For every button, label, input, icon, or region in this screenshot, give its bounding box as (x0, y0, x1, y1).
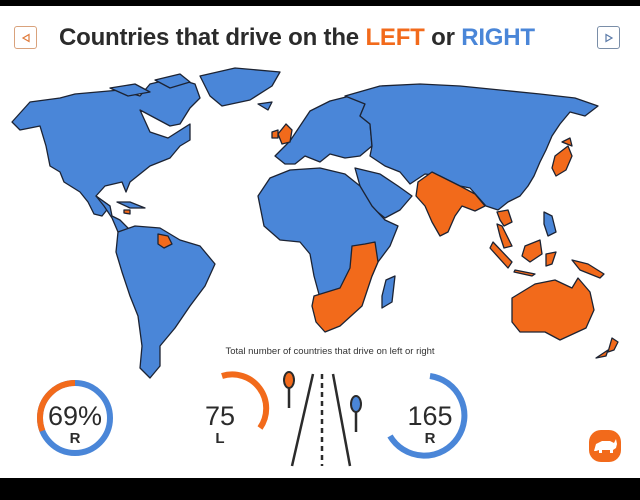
java (513, 269, 536, 277)
title-left-word: LEFT (365, 24, 425, 51)
south-asia (415, 171, 486, 237)
next-button[interactable] (597, 26, 620, 49)
road-icon (283, 371, 362, 467)
asia (344, 83, 599, 211)
title-right-word: RIGHT (461, 24, 535, 51)
right-tree-icon (350, 395, 362, 432)
madagascar (381, 275, 396, 309)
title-mid: or (424, 24, 462, 51)
greenland (199, 67, 281, 107)
sulawesi (545, 251, 557, 267)
borneo (521, 239, 543, 263)
left-count-label: L (215, 430, 225, 447)
rhino-logo-icon[interactable] (588, 429, 622, 463)
percent-stat: 69% R (35, 403, 115, 448)
left-count-arc (221, 371, 270, 430)
chart-subtitle: Total number of countries that drive on … (225, 346, 435, 357)
right-count-stat: 165 R (395, 403, 465, 448)
malay-peninsula (496, 223, 513, 249)
uk (277, 123, 293, 145)
papua (571, 259, 605, 279)
jamaica (123, 209, 131, 215)
previous-button[interactable] (14, 26, 37, 49)
triangle-left-icon (21, 32, 30, 43)
page-title: Countries that drive on the LEFT or RIGH… (59, 24, 535, 52)
south-america (115, 225, 216, 379)
percent-value: 69% (47, 401, 103, 431)
left-count-value: 75 (204, 401, 236, 431)
title-prefix: Countries that drive on the (59, 24, 366, 51)
right-count-value: 165 (407, 401, 453, 431)
ireland (271, 129, 279, 139)
cuba (116, 201, 146, 209)
new-zealand (595, 349, 609, 359)
japan (551, 145, 573, 177)
header: Countries that drive on the LEFT or RIGH… (0, 16, 640, 58)
right-count-label: R (424, 430, 436, 447)
thailand (496, 209, 513, 227)
percent-label: R (69, 430, 81, 447)
infographic-frame: Countries that drive on the LEFT or RIGH… (0, 6, 640, 478)
triangle-right-icon (604, 32, 613, 43)
right-count-arc (387, 373, 468, 459)
left-count-stat: 75 L (195, 403, 245, 448)
australia (511, 277, 595, 341)
north-america (11, 77, 201, 217)
world-map (11, 67, 619, 379)
percent-donut (37, 380, 113, 456)
guyana-suriname (157, 233, 173, 249)
philippines (543, 211, 557, 237)
southern-africa (311, 241, 379, 333)
left-tree-icon (283, 371, 295, 408)
sumatra (489, 241, 513, 269)
